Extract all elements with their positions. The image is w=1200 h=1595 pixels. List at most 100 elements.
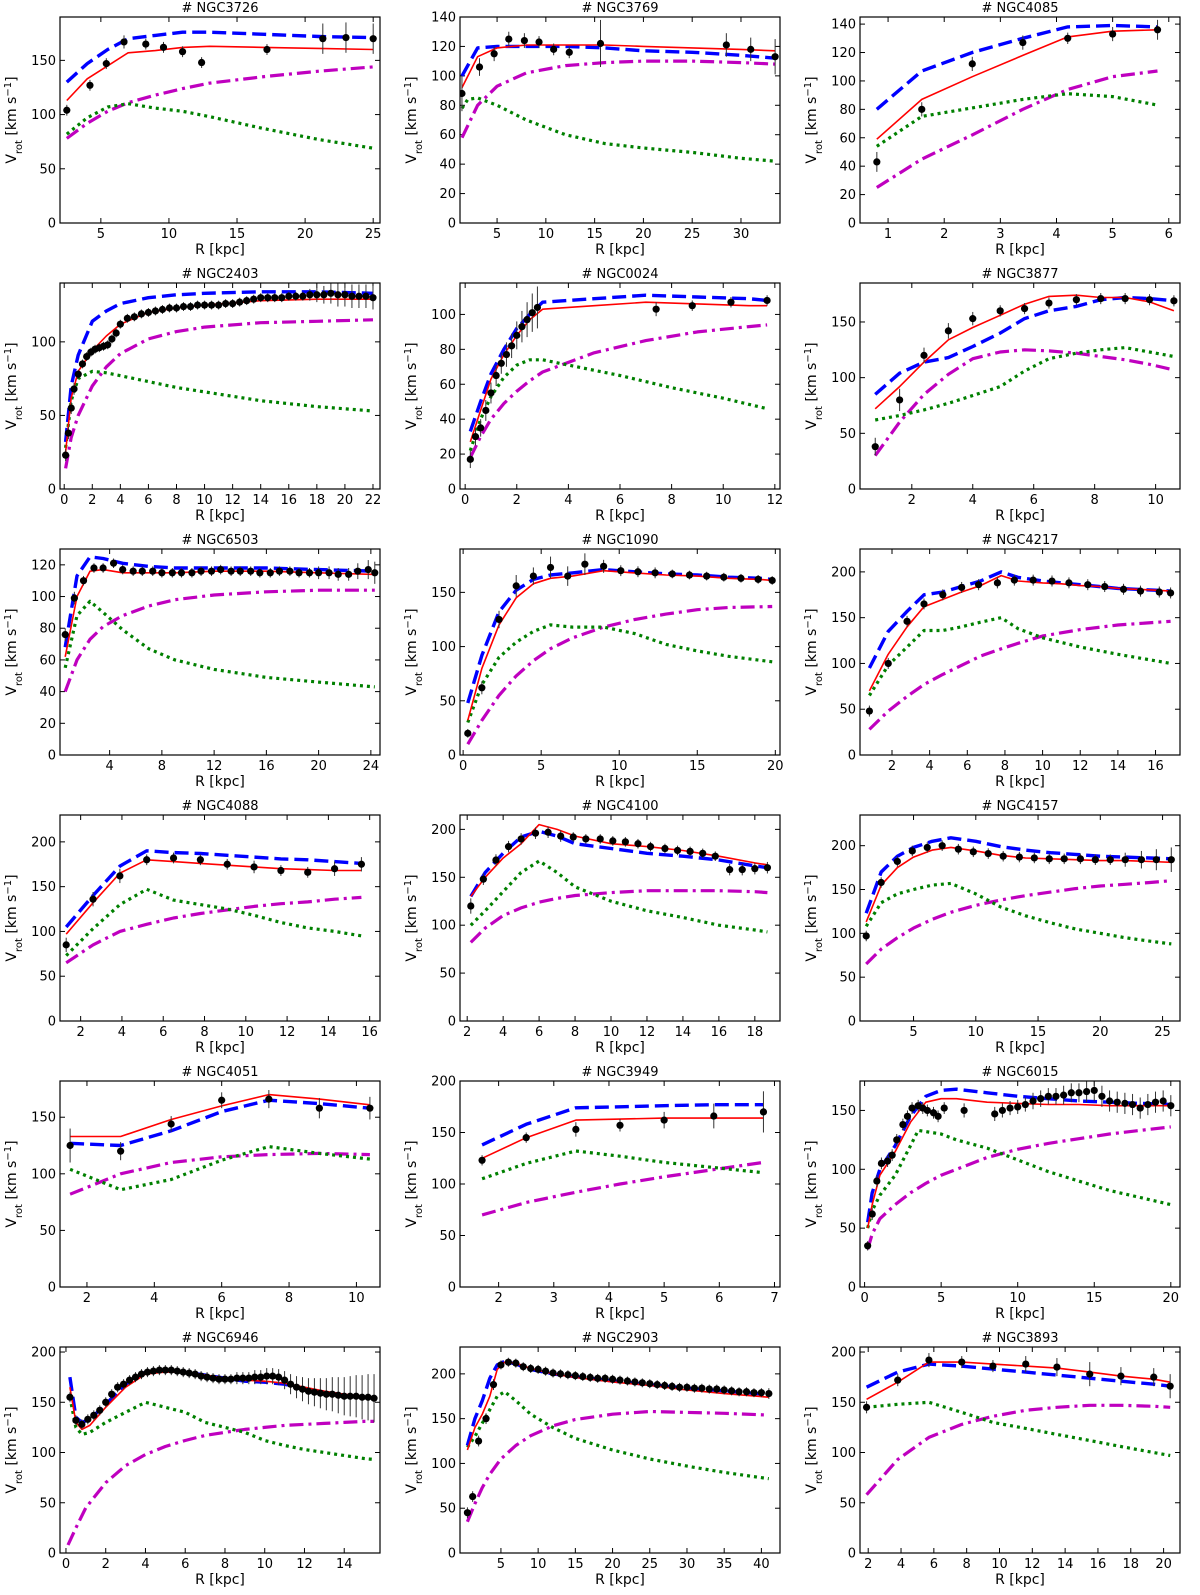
data-point (938, 842, 946, 850)
curve-magenta (468, 323, 768, 459)
x-tick-label: 7 (770, 1291, 778, 1306)
axes-frame (59, 1346, 381, 1554)
data-point (196, 856, 204, 864)
x-tick-label: 10 (603, 1025, 620, 1040)
x-tick-label: 15 (567, 1557, 584, 1572)
data-point (944, 327, 952, 335)
y-tick-label: 100 (31, 108, 56, 123)
x-tick-label: 20 (1155, 1557, 1172, 1572)
data-point (357, 860, 366, 868)
x-tick-label: 0 (459, 759, 467, 774)
y-tick-label: 0 (848, 1547, 856, 1562)
x-tick-label: 14 (675, 1025, 692, 1040)
data-point (112, 329, 120, 337)
data-point (713, 1385, 721, 1393)
y-tick-label: 120 (831, 46, 856, 61)
data-point (1072, 296, 1080, 304)
y-tick-label: 100 (431, 1457, 456, 1472)
data-point (120, 1380, 128, 1388)
data-point (868, 1210, 876, 1218)
data-point (908, 1104, 916, 1112)
x-tick-label: 8 (172, 493, 180, 508)
y-tick-label: 100 (831, 371, 856, 386)
x-tick-label: 20 (1163, 1291, 1180, 1306)
curve-green (481, 1149, 764, 1181)
data-point (269, 1372, 277, 1380)
data-point (596, 39, 605, 48)
x-tick-label: 8 (285, 1291, 293, 1306)
x-tick-label: 25 (684, 227, 701, 242)
data-point (999, 852, 1007, 860)
data-point (1170, 297, 1178, 305)
curve-green (866, 1400, 1171, 1458)
data-point (236, 298, 244, 306)
data-point (1037, 1095, 1045, 1103)
curve-magenta (66, 1419, 374, 1546)
data-point (280, 1376, 289, 1384)
plot-area (66, 1090, 374, 1196)
x-tick-label: 8 (158, 759, 166, 774)
data-point (364, 1393, 372, 1401)
data-point (130, 313, 138, 321)
y-tick-label: 50 (439, 1229, 456, 1244)
y-tick-label: 40 (439, 413, 456, 428)
panel-ngc2403: # NGC2403 0 2 4 6 8 10 12 14 16 18 20 22 0 50 100 R [kpc… (3, 267, 382, 524)
y-axis-label: Vrot [km s−1] (3, 342, 25, 429)
data-point (116, 872, 124, 880)
data-point (923, 1106, 931, 1115)
data-point (119, 566, 127, 574)
data-point (738, 866, 746, 874)
data-point (200, 301, 209, 309)
y-tick-label: 100 (431, 919, 456, 934)
x-tick-label: 5 (909, 1025, 917, 1040)
data-point (522, 1134, 530, 1142)
curve-blue (64, 849, 362, 929)
curve-red (469, 301, 768, 443)
data-point (492, 856, 500, 864)
data-point (155, 1366, 163, 1374)
x-axis-label: R [kpc] (595, 1572, 645, 1588)
plot-area (864, 1081, 1175, 1251)
panel-title: # NGC4085 (982, 1, 1059, 16)
data-point (355, 292, 363, 300)
x-axis-label: R [kpc] (995, 1040, 1045, 1056)
x-tick-label: 16 (280, 493, 297, 508)
y-tick-label: 0 (848, 483, 856, 498)
data-point (960, 1106, 968, 1115)
data-point (72, 1416, 80, 1424)
x-tick-label: 4 (969, 493, 977, 508)
x-axis-label: R [kpc] (195, 1572, 245, 1588)
axes-frame (859, 1346, 1181, 1554)
y-tick-label: 0 (48, 217, 56, 232)
y-tick-label: 50 (439, 967, 456, 982)
y-tick-label: 150 (431, 586, 456, 601)
data-point (62, 451, 70, 459)
data-point (193, 301, 202, 309)
x-tick-label: 10 (348, 1291, 365, 1306)
data-point (1137, 856, 1146, 864)
x-tick-label: 10 (715, 493, 732, 508)
data-point (464, 729, 472, 737)
panel-ngc6015: # NGC6015 0 5 10 15 20 0 50 100 150 R [kpc] Vrot [k… (803, 1065, 1181, 1322)
data-point (310, 1388, 319, 1396)
curve-blue (864, 836, 1172, 914)
data-point (313, 291, 321, 299)
data-point (304, 1387, 313, 1395)
x-tick-label: 4 (897, 1557, 905, 1572)
y-tick-label: 150 (831, 315, 856, 330)
x-axis-label: R [kpc] (995, 1572, 1045, 1588)
data-point (1106, 856, 1114, 864)
data-point (903, 1112, 912, 1120)
panel-ngc1090: # NGC1090 0 5 10 15 20 0 50 100 150 R [kpc] Vrot [k… (403, 533, 784, 790)
data-point (185, 1369, 193, 1377)
data-point (528, 309, 536, 317)
data-point (513, 331, 521, 339)
y-tick-label: 200 (831, 565, 856, 580)
y-tick-label: 0 (48, 1547, 56, 1562)
y-axis-label: Vrot [km s−1] (3, 874, 25, 961)
y-tick-label: 150 (431, 871, 456, 886)
data-point (711, 852, 719, 860)
data-point (138, 567, 146, 575)
curve-blue (875, 23, 1158, 111)
